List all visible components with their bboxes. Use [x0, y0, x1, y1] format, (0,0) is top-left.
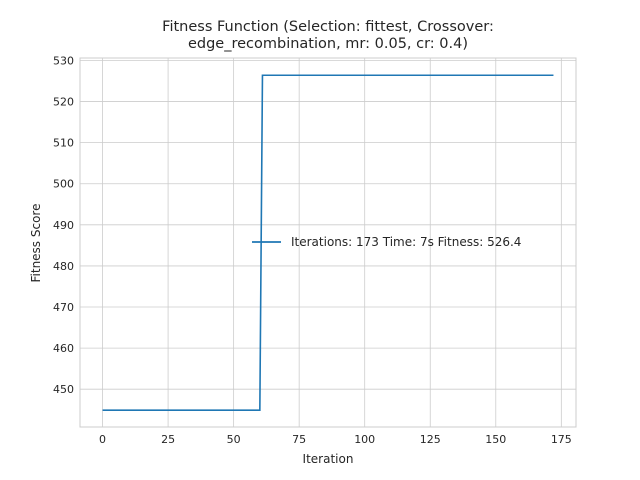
- x-axis-label: Iteration: [303, 452, 354, 466]
- x-tick-label: 150: [485, 433, 506, 446]
- y-tick-label: 450: [53, 383, 74, 396]
- x-tick-label: 0: [99, 433, 106, 446]
- x-tick-label: 175: [551, 433, 572, 446]
- y-tick-label: 510: [53, 137, 74, 150]
- y-tick-label: 490: [53, 219, 74, 232]
- x-tick-label: 100: [354, 433, 375, 446]
- legend: Iterations: 173 Time: 7s Fitness: 526.4: [252, 235, 521, 249]
- y-tick-label: 500: [53, 178, 74, 191]
- tick-labels: 0 25 50 75 100 125 150 175 450 460 470 480 490 500 510…: [53, 54, 572, 446]
- y-tick-label: 530: [53, 54, 74, 67]
- grid: [80, 58, 576, 427]
- chart-title-line-2: edge_recombination, mr: 0.05, cr: 0.4): [188, 36, 468, 52]
- x-tick-label: 50: [227, 433, 241, 446]
- x-tick-label: 75: [292, 433, 306, 446]
- y-tick-label: 480: [53, 260, 74, 273]
- x-tick-label: 125: [420, 433, 441, 446]
- x-tick-label: 25: [161, 433, 175, 446]
- y-tick-label: 460: [53, 342, 74, 355]
- y-tick-label: 520: [53, 96, 74, 109]
- y-axis-label: Fitness Score: [29, 204, 43, 283]
- chart-title-line-1: Fitness Function (Selection: fittest, Cr…: [162, 19, 494, 35]
- y-tick-label: 470: [53, 301, 74, 314]
- plot-frame: [79, 57, 577, 428]
- legend-label: Iterations: 173 Time: 7s Fitness: 526.4: [291, 235, 521, 249]
